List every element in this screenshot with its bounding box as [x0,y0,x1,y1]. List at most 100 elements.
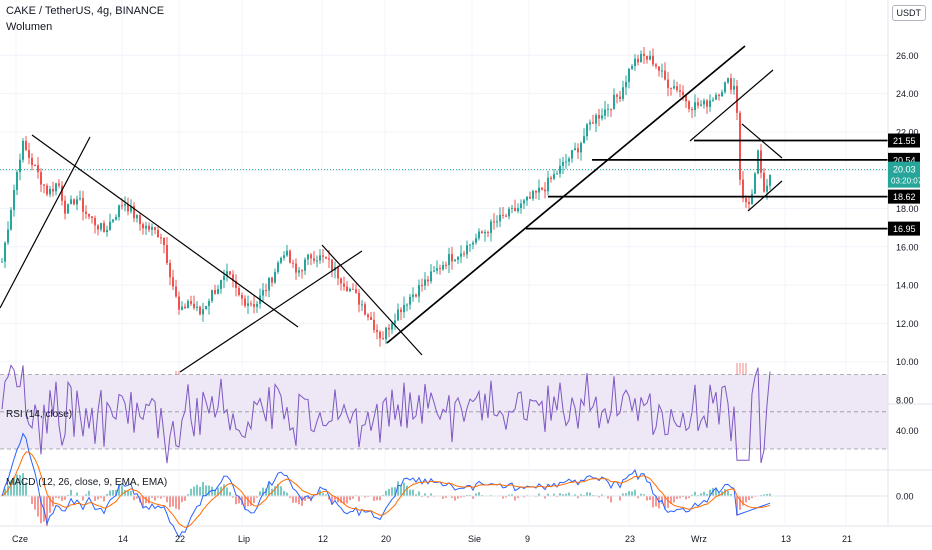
candle-body [385,327,387,340]
candle-body [121,205,123,207]
level-tag-bg [888,221,920,236]
macd-histogram-bar [751,496,753,499]
macd-histogram-bar [691,494,693,496]
candle-body [520,203,522,209]
macd-histogram-bar [637,496,639,499]
candle-body [247,303,249,306]
candle-body [613,94,615,109]
macd-histogram-bar [214,489,216,496]
macd-histogram-bar [352,496,354,499]
candle-body [652,55,654,65]
macd-histogram-bar [328,496,330,500]
candle-body [382,338,384,340]
macd-histogram-bar [397,481,399,496]
candle-body [688,101,690,110]
macd-histogram-bar [142,496,144,508]
candle-body [661,70,663,72]
macd-histogram-bar [58,496,60,499]
candle-body [748,201,750,205]
level-tag-text: 16.95 [893,224,916,234]
macd-histogram-bar [349,496,351,501]
macd-histogram-bar [13,476,15,496]
candle-body [61,185,63,201]
macd-histogram-bar [46,496,48,526]
current-price-tag-bg [888,161,920,188]
macd-histogram-bar [238,496,240,504]
macd-histogram-bar [568,492,570,496]
candle-body [733,85,735,90]
macd-histogram-bar [739,496,741,510]
candle-body [610,108,612,110]
level-price-tag: 18.62 [888,189,920,204]
macd-histogram-bar [64,496,66,500]
time-tick-label: 23 [625,534,635,544]
candle-body [718,94,720,97]
candle-body [763,172,765,192]
candle-body [262,290,264,296]
macd-histogram-bar [472,496,474,499]
trend-line [0,136,91,309]
macd-histogram-bar [160,496,162,499]
candle-body [115,217,117,220]
candle-body [196,306,198,308]
candle-body [235,280,237,289]
level-tag-text: 18.62 [893,192,916,202]
macd-histogram-bar [625,493,627,496]
candle-body [133,205,135,219]
macd-histogram-bar [187,494,189,496]
candle-body [70,199,72,205]
candle-body [214,289,216,294]
candle-body [493,221,495,223]
macd-histogram-bar [88,490,90,496]
rsi-axis-label: 40.00 [896,426,919,436]
macd-histogram-bar [148,496,150,504]
macd-histogram-bar [502,496,504,499]
macd-histogram-bar [25,482,27,496]
macd-histogram-bar [133,496,135,501]
candle-body [379,331,381,339]
macd-histogram-bar [250,496,252,506]
candle-body [283,255,285,258]
price-axis[interactable]: 26.0024.0022.0020.0018.0016.0014.0012.00… [887,0,919,525]
macd-histogram-bar [643,494,645,496]
candle-body [442,265,444,270]
candle-body [592,122,594,124]
trend-lines[interactable] [0,45,888,373]
currency-button[interactable]: USDT [891,5,926,21]
macd-histogram-bar [157,496,159,498]
candle-body [202,309,204,315]
macd-histogram-bar [292,496,294,503]
macd-histogram-bar [118,484,120,496]
macd-axis-label: 0.00 [896,492,914,502]
candle-body [373,319,375,330]
macd-histogram-bar [415,494,417,496]
macd-histogram-bar [619,496,621,501]
candle-body [106,229,108,233]
candle-body [148,225,150,230]
candle-body [658,66,660,71]
time-tick-label: 13 [781,534,791,544]
macd-histogram-bar [430,493,432,496]
candle-body [508,208,510,217]
candle-body [7,229,9,243]
macd-histogram-bar [193,486,195,496]
candle-body [241,294,243,299]
candle-body [55,183,57,192]
macd-histogram-bar [127,490,129,496]
macd-histogram-bar [70,489,72,496]
candle-body [421,285,423,287]
macd-histogram-bar [589,492,591,496]
time-axis[interactable]: Cze 14 22 Lip 12 20 Sie 9 23 Wrz 13 21 [12,534,852,544]
candle-body [496,221,498,223]
candle-body [751,193,753,205]
macd-histogram-bar [307,496,309,499]
candle-body [217,288,219,294]
candle-body [325,256,327,259]
time-tick-label: 22 [175,534,185,544]
macd-histogram-bar [427,496,429,498]
macd-histogram-bar [388,488,390,496]
macd-histogram-bar [634,489,636,496]
macd-histogram-bar [577,496,579,499]
candle-body [682,91,684,95]
